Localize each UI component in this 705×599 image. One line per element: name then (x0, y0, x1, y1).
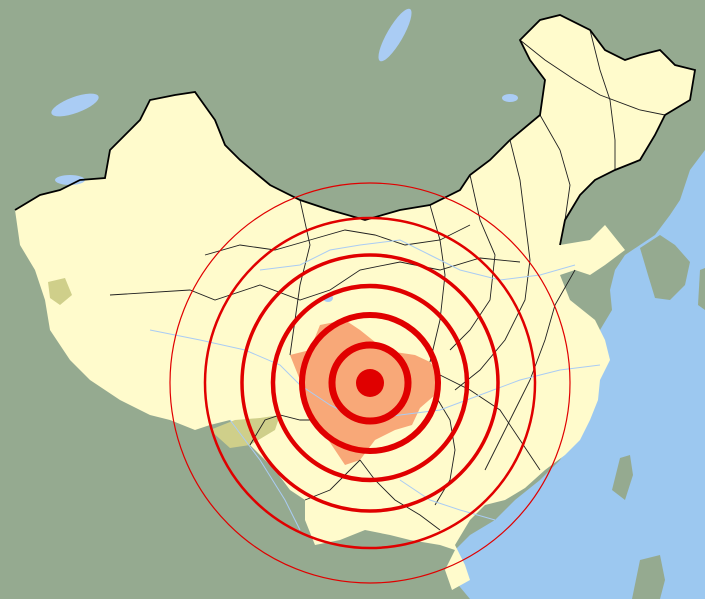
lakes (51, 8, 518, 302)
japan-land (698, 268, 705, 310)
ring-7 (169, 182, 571, 584)
disputed-area-south (210, 415, 280, 448)
philippines-land (632, 555, 665, 599)
ring-6 (203, 216, 537, 550)
korea-land (640, 235, 690, 300)
epicenter-marker (356, 369, 384, 397)
ring-4 (270, 283, 470, 483)
epicenter-rings (169, 182, 571, 584)
ring-3 (299, 312, 441, 454)
national-border (14, 14, 697, 246)
disputed-area-west (48, 278, 72, 305)
taiwan-land (612, 455, 633, 500)
ring-5 (240, 253, 500, 513)
highlighted-country (15, 15, 695, 590)
internal-borders (109, 29, 666, 531)
ring-2 (328, 341, 412, 425)
